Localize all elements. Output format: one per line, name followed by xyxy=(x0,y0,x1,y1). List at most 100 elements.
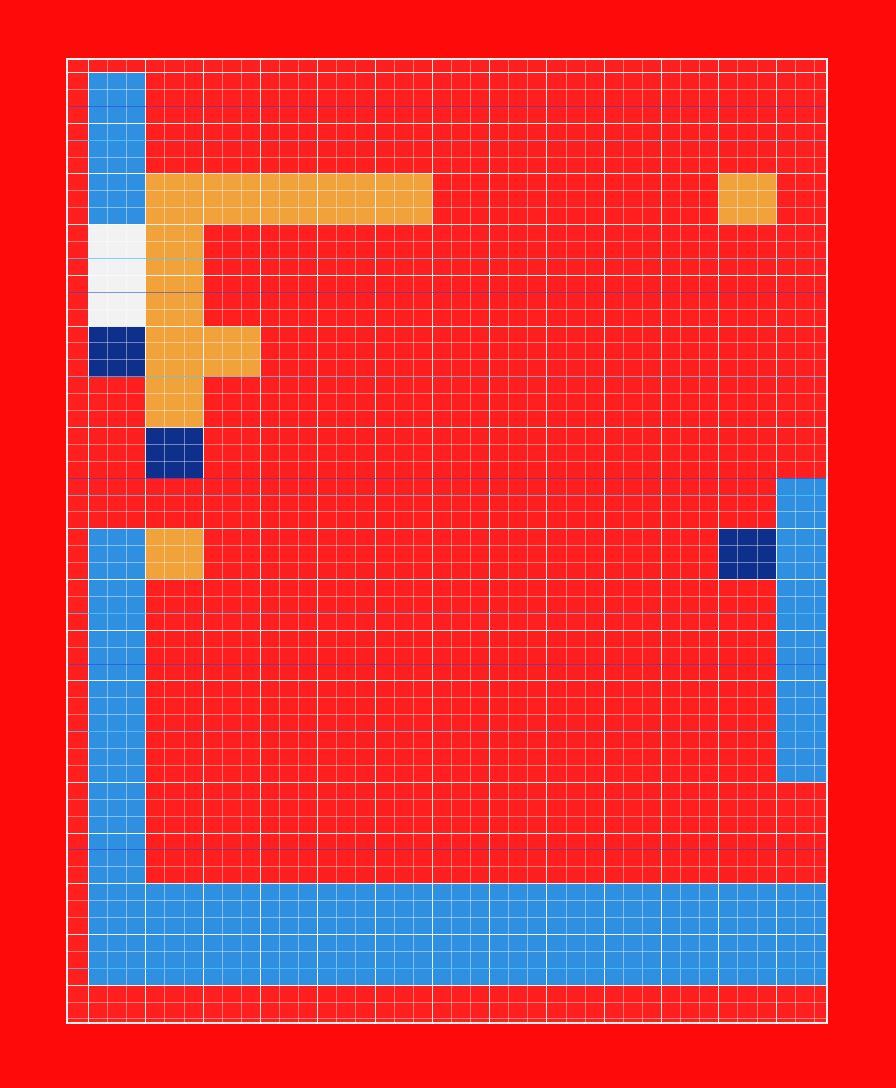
grid-line-vertical xyxy=(202,60,204,1022)
grid-line-horizontal xyxy=(68,359,826,361)
board-cell-blue[interactable] xyxy=(202,933,261,985)
board-cell-orange[interactable] xyxy=(145,224,204,276)
board-cell-orange[interactable] xyxy=(374,173,433,225)
grid-line-horizontal xyxy=(68,883,826,885)
grid-line-vertical xyxy=(508,60,510,1022)
board-cell-orange[interactable] xyxy=(145,528,204,580)
grid-line-horizontal xyxy=(68,917,826,918)
grid-line-vertical xyxy=(756,60,758,1022)
board-cell-blue[interactable] xyxy=(259,883,318,935)
board-cell-navy[interactable] xyxy=(718,528,777,580)
board-cell-orange[interactable] xyxy=(145,274,204,326)
board-cell-blue[interactable] xyxy=(88,933,146,985)
grid-line-vertical xyxy=(183,60,185,1022)
grid-line-horizontal xyxy=(68,376,826,378)
game-board xyxy=(66,58,828,1024)
board-cell-blue[interactable] xyxy=(88,629,146,681)
grid-line-horizontal xyxy=(68,274,826,276)
grid-line-vertical xyxy=(164,60,166,1022)
board-cell-blue[interactable] xyxy=(775,528,826,580)
board-cell-blue[interactable] xyxy=(603,883,662,935)
grid-line-vertical xyxy=(145,60,147,1022)
grid-line-horizontal xyxy=(68,731,826,733)
board-cell-blue[interactable] xyxy=(661,883,719,935)
grid-line-vertical xyxy=(450,60,452,1022)
grid-line-horizontal xyxy=(68,308,826,310)
board-cell-blue[interactable] xyxy=(775,883,826,935)
board-cell-blue[interactable] xyxy=(775,477,826,529)
board-cell-blue[interactable] xyxy=(374,883,433,935)
board-cell-orange[interactable] xyxy=(259,173,318,225)
board-cell-blue[interactable] xyxy=(546,883,605,935)
grid-line-horizontal xyxy=(68,781,826,783)
grid-line-horizontal xyxy=(68,325,826,327)
grid-line-horizontal xyxy=(68,1001,826,1003)
grid-line-vertical xyxy=(813,60,815,1022)
grid-line-vertical xyxy=(489,60,491,1022)
grid-line-horizontal xyxy=(68,866,826,868)
board-cell-blue[interactable] xyxy=(775,680,826,732)
board-cell-orange[interactable] xyxy=(317,173,376,225)
grid-line-horizontal xyxy=(68,832,826,834)
grid-line-horizontal xyxy=(68,748,826,749)
grid-line-horizontal xyxy=(68,646,826,648)
grid-line-horizontal xyxy=(68,257,826,259)
board-cell-blue[interactable] xyxy=(145,883,204,935)
grid-line-horizontal xyxy=(68,595,826,597)
board-cell-blue[interactable] xyxy=(775,629,826,681)
board-cell-blue[interactable] xyxy=(88,579,146,630)
board-cell-blue[interactable] xyxy=(489,933,548,985)
board-cell-blue[interactable] xyxy=(603,933,662,985)
board-cell-blue[interactable] xyxy=(259,933,318,985)
board-cell-orange[interactable] xyxy=(202,173,261,225)
board-cell-blue[interactable] xyxy=(88,173,146,225)
board-cell-blue[interactable] xyxy=(145,933,204,985)
board-cell-orange[interactable] xyxy=(202,325,261,377)
board-cell-blue[interactable] xyxy=(88,832,146,884)
grid-line-horizontal xyxy=(68,545,826,547)
board-cell-orange[interactable] xyxy=(718,173,777,225)
grid-line-vertical xyxy=(622,60,624,1022)
board-cell-blue[interactable] xyxy=(317,933,376,985)
board-cell-blue[interactable] xyxy=(88,883,146,935)
board-cell-blue[interactable] xyxy=(202,883,261,935)
grid-line-vertical xyxy=(641,60,643,1022)
grid-line-horizontal xyxy=(68,562,826,564)
board-cell-blue[interactable] xyxy=(88,680,146,732)
grid-lines xyxy=(68,60,826,1022)
board-cell-blue[interactable] xyxy=(88,781,146,833)
board-cell-blue[interactable] xyxy=(489,883,548,935)
grid-line-horizontal xyxy=(68,984,826,986)
board-cell-blue[interactable] xyxy=(775,579,826,630)
board-cell-blue[interactable] xyxy=(317,883,376,935)
board-cell-blue[interactable] xyxy=(718,883,777,935)
board-cell-blue[interactable] xyxy=(88,528,146,580)
board-cell-navy[interactable] xyxy=(145,426,204,478)
board-cell-orange[interactable] xyxy=(145,325,204,377)
board-cell-blue[interactable] xyxy=(374,933,433,985)
board-cell-blue[interactable] xyxy=(431,883,490,935)
grid-line-horizontal xyxy=(68,933,826,935)
board-cell-blue[interactable] xyxy=(546,933,605,985)
grid-line-horizontal xyxy=(68,156,826,158)
grid-line-vertical xyxy=(527,60,529,1022)
board-cell-blue[interactable] xyxy=(88,72,146,123)
grid-line-horizontal xyxy=(68,511,826,513)
board-cell-blue[interactable] xyxy=(88,122,146,174)
grid-line-vertical xyxy=(718,60,720,1022)
grid-line-vertical xyxy=(794,60,796,1022)
board-cell-white[interactable] xyxy=(88,274,146,326)
grid-line-horizontal xyxy=(68,241,826,242)
board-cell-blue[interactable] xyxy=(775,933,826,985)
board-cell-blue[interactable] xyxy=(661,933,719,985)
board-cell-orange[interactable] xyxy=(145,173,204,225)
grid-line-vertical xyxy=(661,60,662,1022)
board-cell-blue[interactable] xyxy=(775,731,826,783)
board-cell-orange[interactable] xyxy=(145,376,204,428)
board-cell-blue[interactable] xyxy=(718,933,777,985)
board-cell-blue[interactable] xyxy=(88,731,146,783)
board-cell-navy[interactable] xyxy=(88,325,146,377)
grid-line-vertical xyxy=(412,60,414,1022)
board-cell-white[interactable] xyxy=(88,224,146,276)
board-cell-blue[interactable] xyxy=(431,933,490,985)
